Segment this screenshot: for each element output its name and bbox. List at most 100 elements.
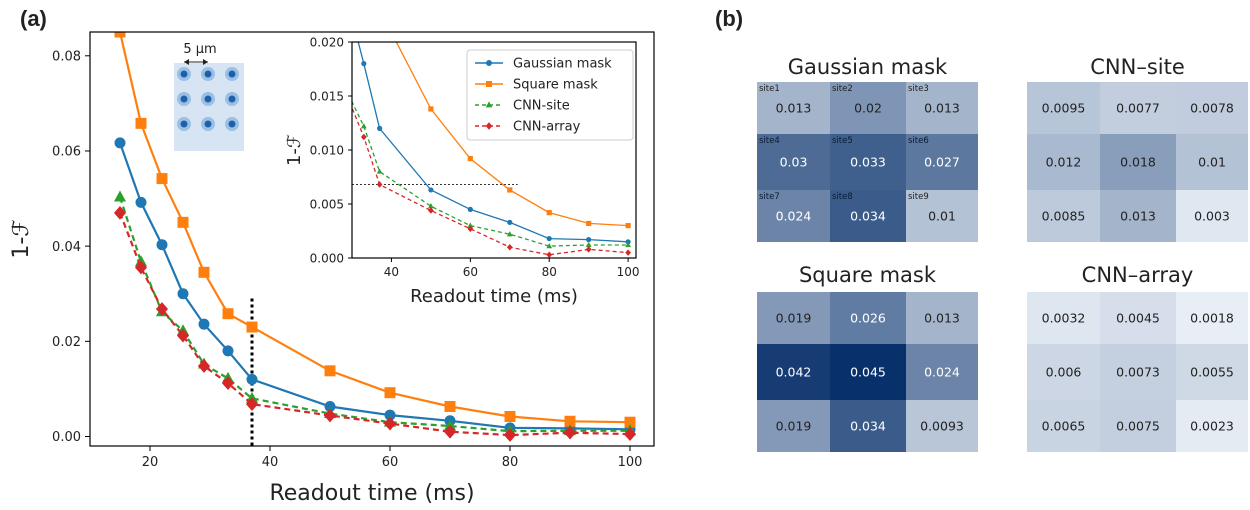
data-point-square xyxy=(156,173,168,185)
atom-spot xyxy=(228,120,236,128)
heatmap-cell xyxy=(1100,82,1176,134)
y-tick-label: 0.010 xyxy=(310,143,344,157)
data-point-gaussian xyxy=(135,196,147,208)
atom-spot xyxy=(228,95,236,103)
legend-marker-gaussian xyxy=(486,60,492,66)
data-point-cnn_site xyxy=(113,190,127,202)
heatmap-cell-value: 0.013 xyxy=(924,101,960,116)
heatmap-cell xyxy=(757,190,830,242)
heatmap-cell-value: 0.018 xyxy=(1120,155,1156,170)
heatmap-cell-value: 0.0045 xyxy=(1116,311,1160,326)
heatmap-cell-value: 0.0075 xyxy=(1116,419,1160,434)
heatmap-cell xyxy=(830,344,906,400)
data-point-gaussian xyxy=(345,1,350,6)
data-point-gaussian xyxy=(198,318,210,330)
atom-spot xyxy=(204,95,212,103)
atom-spot xyxy=(180,120,188,128)
heatmap-cell xyxy=(757,400,830,452)
x-axis-label: Readout time (ms) xyxy=(269,481,474,506)
legend-box xyxy=(466,49,634,141)
heatmap-grid: Square mask 0.019 0.026 0.013 0.042 0.045 0.02… xyxy=(757,263,978,452)
plot-frame xyxy=(89,31,655,447)
heatmap-cell-value: 0.042 xyxy=(776,365,812,380)
legend-marker-cnn_site xyxy=(485,101,493,108)
heatmap-cell-value: 0.0032 xyxy=(1042,311,1086,326)
data-point-cnn_array xyxy=(383,416,397,431)
heatmap-grid: CNN–array 0.0032 0.0045 0.0018 0.006 0.0073 0.… xyxy=(1027,263,1248,452)
heatmap-cell xyxy=(757,134,830,190)
legend-label-cnn_array: CNN-array xyxy=(513,120,581,135)
x-tick-label: 100 xyxy=(618,455,643,470)
scale-bar-label: 5 μm xyxy=(183,42,216,57)
heatmap-grid: CNN–site 0.0095 0.0077 0.0078 0.012 0.018 0.01… xyxy=(1027,55,1248,242)
data-point-cnn_array xyxy=(221,376,235,391)
heatmap-cell-value: 0.034 xyxy=(850,209,886,224)
atom-array-image: 5 μm xyxy=(174,42,244,151)
x-tick-label: 80 xyxy=(542,265,557,279)
heatmap-cell-value: 0.0073 xyxy=(1116,365,1160,380)
data-point-cnn_array xyxy=(155,302,169,316)
heatmap-title: Gaussian mask xyxy=(788,55,948,79)
panel-a-label: (a) xyxy=(20,6,47,31)
data-point-gaussian xyxy=(222,345,234,357)
data-point-square xyxy=(246,321,258,333)
data-point-cnn_array xyxy=(245,397,259,411)
data-point-cnn_array xyxy=(360,133,367,141)
heatmap-cell xyxy=(1100,190,1176,242)
data-point-gaussian xyxy=(384,409,396,421)
data-point-cnn_array xyxy=(376,181,383,188)
heatmap-cell xyxy=(1100,400,1176,452)
data-point-square xyxy=(177,216,189,228)
data-point-square xyxy=(444,401,456,413)
heatmap-cell xyxy=(830,292,906,344)
heatmap-cell-value: 0.0093 xyxy=(920,419,964,434)
heatmap-cell-value: 0.0077 xyxy=(1116,101,1160,116)
data-point-gaussian xyxy=(246,373,258,385)
data-point-gaussian xyxy=(361,61,367,67)
data-point-square xyxy=(467,156,473,162)
heatmap-cell-value: 0.024 xyxy=(776,209,812,224)
data-point-square xyxy=(324,365,336,377)
heatmap-cell-value: 0.01 xyxy=(1198,155,1226,170)
site-label: site7 xyxy=(759,192,780,202)
heatmap-cell-value: 0.012 xyxy=(1046,155,1082,170)
legend-label-gaussian: Gaussian mask xyxy=(513,57,612,72)
heatmap-cell-value: 0.02 xyxy=(854,101,882,116)
y-tick-label: 0.06 xyxy=(52,145,81,160)
site-label: site1 xyxy=(759,84,780,94)
site-label: site9 xyxy=(908,192,929,202)
heatmap-cell-value: 0.013 xyxy=(1120,209,1156,224)
data-point-gaussian xyxy=(428,187,434,193)
data-point-square xyxy=(504,410,516,422)
x-tick-label: 40 xyxy=(384,265,399,279)
heatmap-cell xyxy=(1027,400,1100,452)
x-tick-label: 40 xyxy=(262,455,279,470)
x-tick-label: 60 xyxy=(463,265,478,279)
heatmap-cell-value: 0.0065 xyxy=(1042,419,1086,434)
heatmap-cell xyxy=(906,190,978,242)
data-point-cnn_site xyxy=(467,222,474,228)
site-label: site3 xyxy=(908,84,929,94)
heatmap-cell-value: 0.013 xyxy=(924,311,960,326)
data-point-gaussian xyxy=(625,239,631,245)
data-point-cnn_site xyxy=(506,231,513,237)
heatmap-cell-value: 0.024 xyxy=(924,365,960,380)
heatmap-cell xyxy=(1100,292,1176,344)
data-point-cnn_array xyxy=(176,328,190,343)
heatmap-cell xyxy=(830,134,906,190)
data-point-cnn_site xyxy=(331,15,337,20)
data-point-gaussian xyxy=(114,137,126,149)
plot-area xyxy=(113,32,637,446)
data-point-gaussian xyxy=(586,237,592,243)
heatmap-cell xyxy=(830,400,906,452)
y-tick-label: 0.02 xyxy=(52,335,81,350)
plot-area xyxy=(331,1,631,258)
heatmap-cell-value: 0.0023 xyxy=(1190,419,1234,434)
site-label: site8 xyxy=(832,192,853,202)
heatmap-cell xyxy=(906,134,978,190)
data-point-cnn_site xyxy=(345,91,351,96)
x-tick-label: 100 xyxy=(617,265,640,279)
data-point-square xyxy=(428,106,434,112)
